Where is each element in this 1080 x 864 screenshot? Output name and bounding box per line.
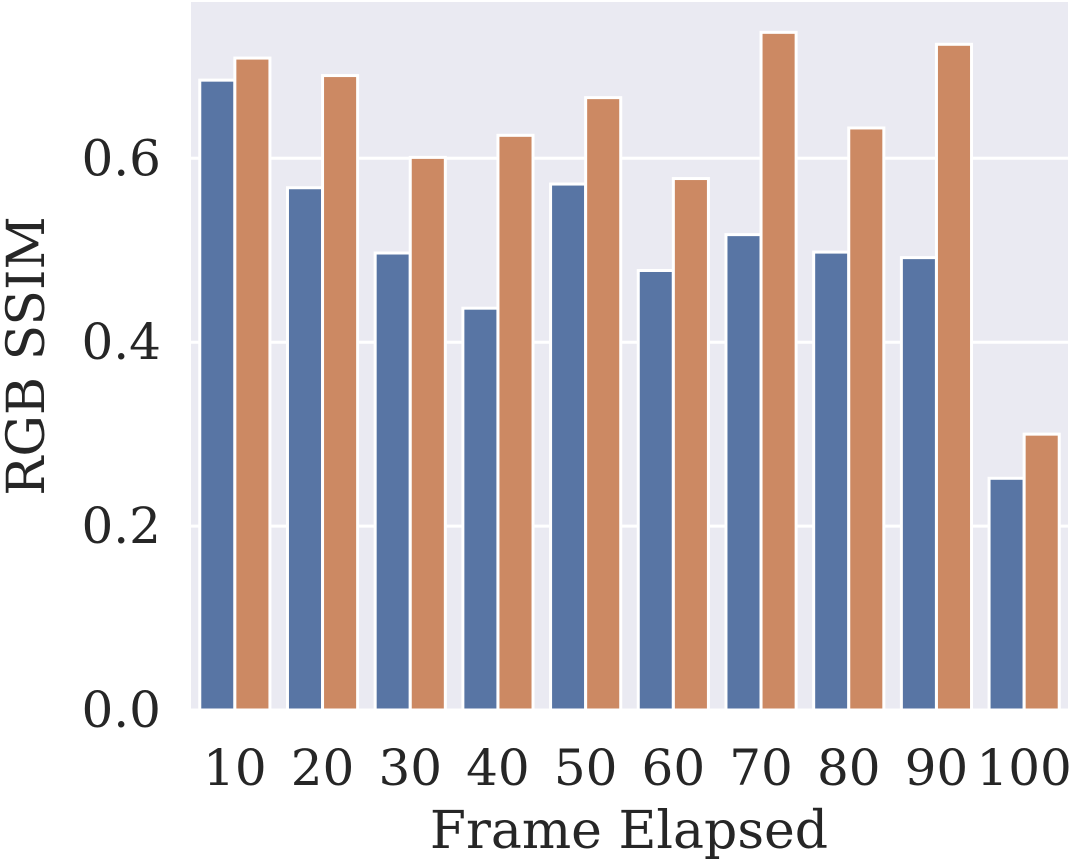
bar: [285, 186, 325, 712]
x-tick-label: 40: [466, 739, 530, 797]
bar: [934, 42, 974, 712]
bar: [408, 155, 447, 712]
bar: [461, 306, 500, 712]
y-tick-labels: 0.0 0.2 0.4 0.6: [81, 129, 161, 739]
bar: [899, 256, 938, 712]
x-axis-label: Frame Elapsed: [430, 801, 828, 861]
bar: [549, 182, 588, 712]
bar: [724, 233, 763, 712]
bar: [584, 96, 623, 712]
bar: [636, 268, 675, 712]
x-tick-label: 90: [905, 739, 969, 797]
bar: [759, 30, 798, 712]
bar: [812, 250, 851, 712]
x-tick-label: 100: [976, 739, 1071, 797]
y-axis-label: RGB SSIM: [0, 216, 57, 496]
bar: [233, 56, 272, 712]
y-tick-label: 0.0: [81, 681, 161, 739]
x-tick-label: 10: [203, 739, 267, 797]
x-tick-label: 30: [378, 739, 442, 797]
x-tick-label: 80: [817, 739, 881, 797]
bar: [496, 133, 535, 712]
bar: [198, 78, 237, 712]
bar: [321, 74, 360, 712]
bar: [1022, 432, 1061, 712]
x-tick-labels: 10 20 30 40 50 60 70 80 90 100: [203, 739, 1072, 797]
y-tick-label: 0.6: [81, 129, 161, 187]
bar: [847, 126, 886, 712]
bar: [373, 251, 412, 712]
y-tick-label: 0.4: [81, 313, 161, 371]
bar: [671, 177, 710, 712]
bars: [198, 30, 1061, 712]
x-tick-label: 20: [291, 739, 355, 797]
x-tick-label: 60: [642, 739, 706, 797]
y-tick-label: 0.2: [81, 497, 161, 555]
x-tick-label: 70: [729, 739, 793, 797]
bar: [987, 476, 1026, 712]
x-tick-label: 50: [554, 739, 618, 797]
